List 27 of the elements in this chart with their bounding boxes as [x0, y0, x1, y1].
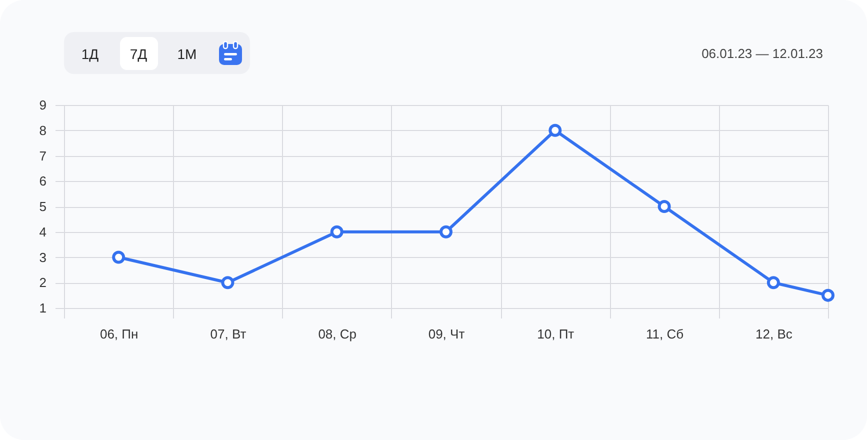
- point: [440, 225, 452, 238]
- point: [658, 200, 671, 213]
- y-tick-label: 8: [39, 122, 46, 138]
- point: [221, 276, 234, 290]
- point: [330, 225, 344, 238]
- point: [822, 288, 834, 302]
- y-tick-label: 4: [39, 224, 46, 240]
- period-selector: 1Д 7Д 1М: [64, 32, 250, 74]
- x-tick-label: 06, Пн: [100, 326, 138, 342]
- y-tick-label: 6: [39, 174, 46, 189]
- point: [112, 250, 126, 264]
- y-tick-label: 2: [39, 275, 46, 290]
- x-tick-label: 11, Сб: [646, 326, 684, 342]
- x-tick-label: 07, Вт: [210, 326, 246, 342]
- x-tick-label: 09, Чт: [428, 326, 465, 342]
- y-tick-label: 3: [39, 250, 46, 265]
- point: [548, 124, 562, 137]
- x-tick-label: 08, Ср: [318, 326, 357, 342]
- y-tick-label: 5: [39, 199, 46, 214]
- point: [766, 276, 780, 290]
- x-tick-label: 12, Вс: [756, 326, 793, 342]
- y-tick-label: 7: [39, 148, 46, 164]
- text: 06.01.23 — 12.01.23: [702, 46, 823, 62]
- y-tick-label: 1: [39, 300, 46, 316]
- y-tick-label: 9: [39, 98, 46, 112]
- selected-tab: 7Д: [120, 37, 158, 70]
- x-tick-label: 10, Пт: [537, 326, 574, 342]
